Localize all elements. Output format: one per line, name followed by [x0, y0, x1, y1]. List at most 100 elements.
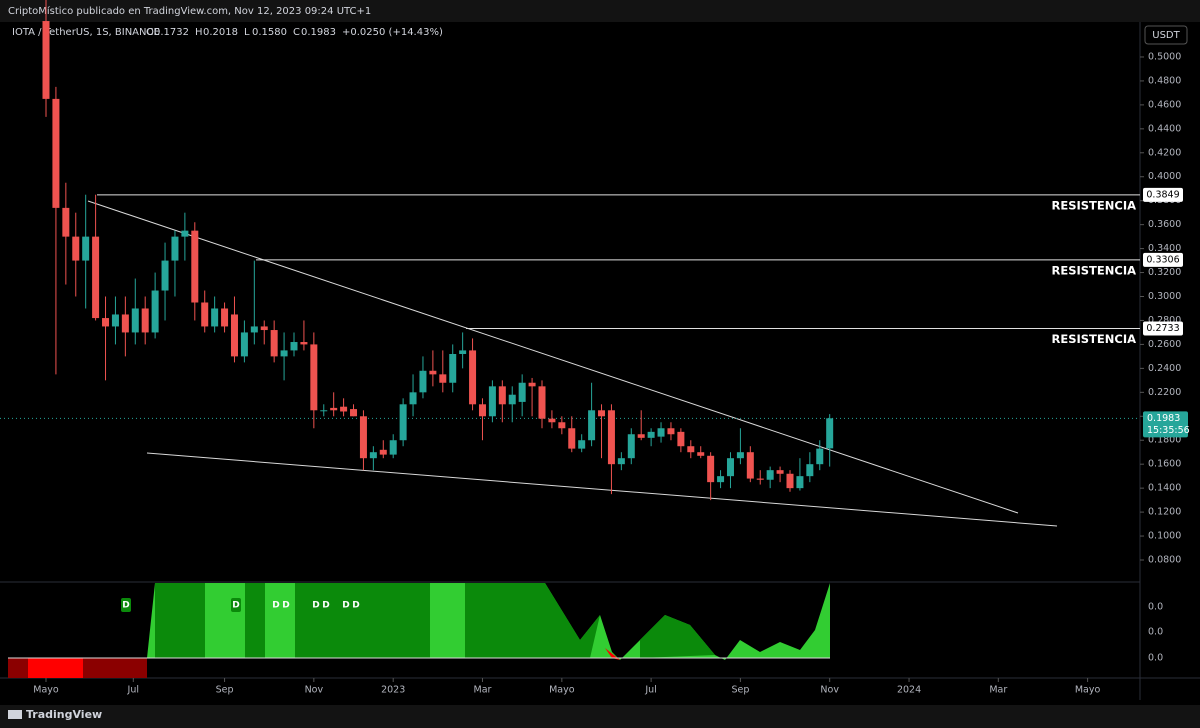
y-tick-label: 0.3400	[1148, 243, 1181, 254]
y-tick-label: 0.2400	[1148, 363, 1181, 374]
candle-body	[121, 314, 129, 333]
level-text: RESISTENCIA	[1052, 263, 1137, 277]
candle-body	[478, 404, 486, 417]
candle-body	[588, 410, 596, 441]
candle-body	[488, 386, 496, 417]
candle-body	[647, 431, 655, 438]
candle-body	[816, 448, 824, 465]
brand: TradingView	[26, 708, 102, 721]
last-price-label: 0.1983	[1147, 413, 1180, 424]
x-tick-label: Jul	[127, 685, 139, 696]
level-text: RESISTENCIA	[1052, 198, 1137, 212]
indicator-marker: D	[342, 601, 349, 611]
candle-body	[657, 428, 665, 437]
y-tick-label: 0.4800	[1148, 75, 1181, 86]
y-tick-label: 0.2200	[1148, 387, 1181, 398]
currency-box[interactable]	[1144, 25, 1188, 45]
x-tick-label: Nov	[820, 685, 839, 696]
level-tag	[1143, 321, 1183, 336]
x-tick-label: Mar	[474, 685, 492, 696]
candle-body	[766, 470, 774, 480]
indicator-marker: D	[322, 601, 329, 611]
candle-body	[250, 326, 258, 333]
candle-body	[72, 236, 80, 261]
candle-body	[310, 344, 318, 411]
candle-body	[439, 374, 447, 383]
level-tag	[1143, 252, 1183, 267]
candle-body	[102, 318, 110, 327]
level-label: 0.3849	[1146, 189, 1179, 200]
legend-key: O	[146, 27, 154, 38]
y-tick-label: 0.3600	[1148, 219, 1181, 230]
candle-body	[221, 308, 229, 327]
candle-body	[171, 236, 179, 261]
y-tick-label: 0.1000	[1148, 531, 1181, 542]
candle-body	[260, 326, 268, 331]
candle-body	[548, 418, 556, 423]
candle-body	[151, 290, 159, 333]
x-tick-label: Sep	[731, 685, 749, 696]
legend-value: 0.1983	[301, 27, 336, 38]
candle-body	[627, 434, 635, 459]
candle-body	[280, 350, 288, 357]
marker-box	[121, 598, 131, 612]
candle-body	[717, 476, 725, 483]
x-tick-label: Mayo	[549, 685, 575, 696]
trend-line	[146, 452, 1058, 527]
indicator-area	[465, 583, 520, 658]
candle-body	[340, 406, 348, 412]
candle-body	[111, 314, 119, 327]
candle-body	[498, 386, 506, 405]
candle-body	[508, 394, 516, 405]
x-tick-label: 2024	[897, 685, 921, 696]
candle-body	[330, 407, 338, 411]
candle-body	[786, 473, 794, 489]
candle-body	[350, 409, 358, 417]
candle-body	[399, 404, 407, 441]
candle-body	[240, 332, 248, 357]
candle-body	[191, 230, 199, 303]
candle-body	[131, 308, 139, 333]
y-tick-label: 0.4600	[1148, 99, 1181, 110]
candle-body	[449, 353, 457, 383]
indicator-marker: D	[122, 601, 129, 611]
y-tick-label: 0.2600	[1148, 339, 1181, 350]
legend-key: L	[244, 27, 250, 38]
y-tick-label: 0.1800	[1148, 435, 1181, 446]
top-bar	[0, 0, 1200, 22]
candle-body	[687, 446, 695, 453]
brand-logo	[8, 710, 22, 719]
candle-body	[667, 428, 675, 435]
legend-value: 0.1580	[252, 27, 287, 38]
legend-key: H	[195, 27, 203, 38]
indicator-tick-label: 0.0	[1148, 602, 1163, 613]
candle-body	[62, 207, 70, 237]
candle-body	[607, 410, 615, 465]
candle-body	[677, 431, 685, 447]
x-tick-label: Jul	[644, 685, 656, 696]
candle-body	[746, 452, 754, 479]
marker-box	[231, 598, 241, 612]
y-tick-label: 0.5000	[1148, 51, 1181, 62]
x-tick-label: 2023	[381, 685, 405, 696]
candle-body	[617, 458, 625, 465]
candle-body	[469, 350, 477, 405]
candle-body	[726, 458, 734, 477]
candle-body	[568, 428, 576, 449]
candle-body	[290, 342, 298, 351]
candle-body	[736, 452, 744, 459]
candle-body	[806, 464, 814, 477]
candle-body	[181, 230, 189, 237]
legend-change: +0.0250 (+14.43%)	[342, 27, 443, 38]
y-tick-label: 0.1200	[1148, 507, 1181, 518]
candle-body	[300, 342, 308, 345]
indicator-marker: D	[272, 601, 279, 611]
candle-body	[796, 476, 804, 489]
candle-body	[230, 314, 238, 357]
candle-body	[201, 302, 209, 327]
candle-body	[756, 478, 764, 480]
indicator-area	[295, 583, 430, 658]
indicator-marker: D	[232, 601, 239, 611]
candle-body	[42, 21, 50, 99]
